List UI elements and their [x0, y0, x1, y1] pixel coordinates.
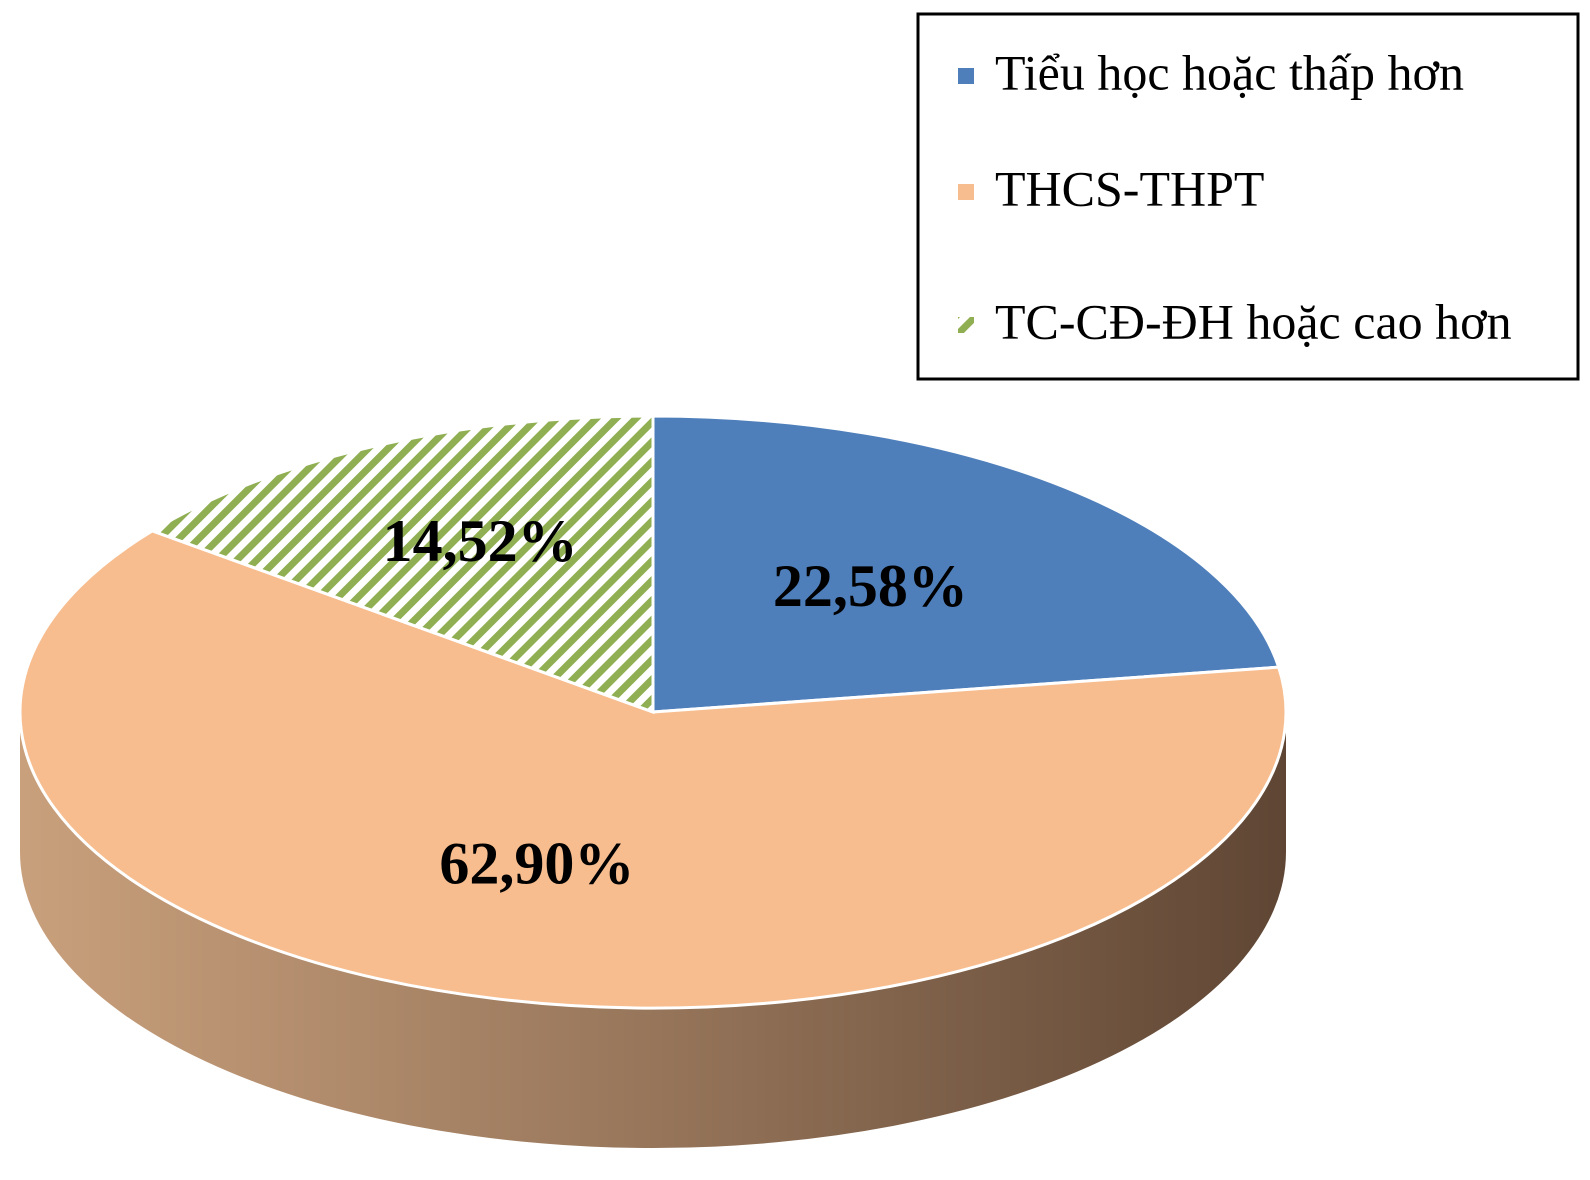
data-label-0: 22,58%: [773, 553, 968, 619]
pie-slice-0: [651, 414, 1281, 714]
legend-marker-0: [958, 68, 974, 84]
legend-label-1: THCS-THPT: [995, 160, 1264, 216]
legend-box: [916, 12, 1580, 381]
legend: Tiểu học hoặc thấp hơn THCS-THPT TC-CĐ-ĐH …: [916, 12, 1580, 381]
legend-label-2: TC-CĐ-ĐH hoặc cao hơn: [995, 293, 1512, 349]
legend-marker-1: [958, 184, 974, 200]
data-label-1: 62,90%: [439, 830, 634, 896]
pie-data-labels: 22,58% 62,90% 14,52%: [383, 508, 968, 896]
pie-side-wall: [20, 712, 1286, 1148]
legend-label-0: Tiểu học hoặc thấp hơn: [995, 44, 1464, 100]
pie-side-layer: [20, 712, 1286, 1148]
pie-slices: [18, 414, 1288, 1010]
data-label-2: 14,52%: [383, 508, 578, 574]
pie-slice-2: [148, 414, 655, 715]
pie-slice-1: [18, 529, 1288, 1010]
legend-marker-2: [958, 317, 974, 333]
